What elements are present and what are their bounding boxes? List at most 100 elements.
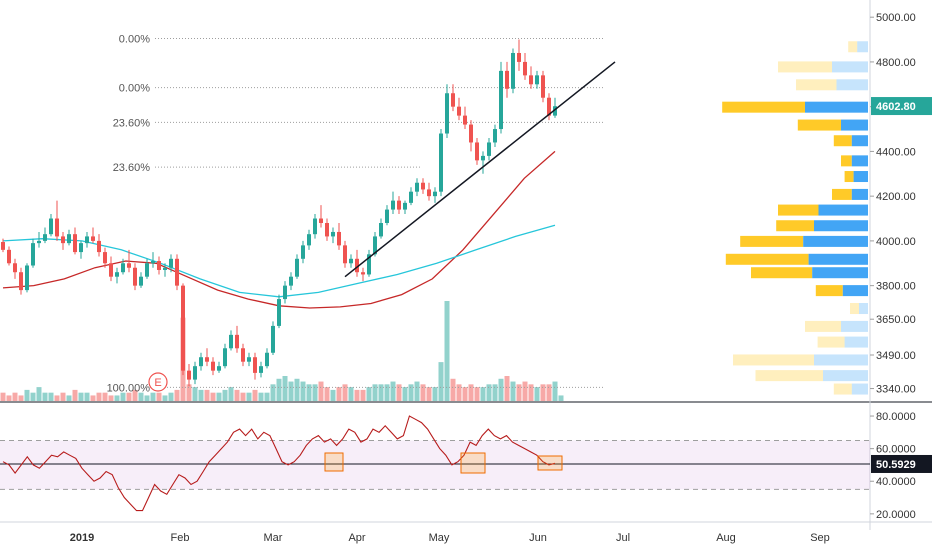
volume-bar xyxy=(60,392,66,401)
volume-bar xyxy=(132,389,138,401)
volume-profile-up xyxy=(833,135,852,147)
candle-body xyxy=(217,366,221,371)
candle-body xyxy=(463,115,467,125)
candle-body xyxy=(43,234,47,241)
volume-profile-up xyxy=(833,383,852,395)
candle xyxy=(523,52,527,80)
candle xyxy=(469,120,473,152)
candle-body xyxy=(547,97,551,116)
candle-body xyxy=(103,252,107,264)
candle-body xyxy=(7,249,11,264)
time-tick-label: 2019 xyxy=(70,532,94,544)
candle-body xyxy=(37,240,41,244)
candle-body xyxy=(319,218,323,224)
volume-profile-down xyxy=(841,119,868,131)
volume-bar xyxy=(240,392,246,401)
candle-body xyxy=(349,258,353,264)
volume-profile-down xyxy=(812,267,868,279)
volume-profile-up xyxy=(797,119,841,131)
volume-profile-down xyxy=(814,354,868,366)
candle xyxy=(541,70,545,103)
candle xyxy=(181,283,185,376)
volume-bar xyxy=(216,392,222,401)
candle xyxy=(337,223,341,250)
volume-profile-up xyxy=(755,370,823,382)
last-price-badge xyxy=(871,97,932,116)
last-price-label: 4602.80 xyxy=(876,101,916,113)
rsi-tick-label: 40.0000 xyxy=(876,476,916,488)
volume-bar xyxy=(48,392,54,401)
candle xyxy=(247,352,251,367)
candle-body xyxy=(13,263,17,273)
volume-bar xyxy=(462,387,468,401)
rsi-value-label: 50.5929 xyxy=(876,459,916,471)
price-tick-label: 4000.00 xyxy=(876,236,916,248)
volume-profile-up xyxy=(817,336,845,348)
volume-bar xyxy=(444,301,450,401)
candle-body xyxy=(397,200,401,210)
volume-profile-down xyxy=(803,235,868,247)
candle xyxy=(19,267,23,295)
volume-profile-up xyxy=(722,101,805,113)
volume-profile-down xyxy=(841,320,868,332)
candle xyxy=(61,231,65,250)
candle xyxy=(199,352,203,371)
candle-body xyxy=(421,182,425,190)
price-tick-label: 4400.00 xyxy=(876,146,916,158)
candle xyxy=(331,227,335,244)
candle-body xyxy=(247,357,251,362)
candle xyxy=(457,97,461,121)
candle-body xyxy=(379,223,383,237)
volume-bar xyxy=(336,387,342,401)
candle-body xyxy=(241,348,245,362)
candle xyxy=(385,205,389,226)
volume-bar xyxy=(438,362,444,401)
candle-body xyxy=(415,182,419,192)
candle xyxy=(433,187,437,203)
candle xyxy=(127,249,131,273)
candle-body xyxy=(55,218,59,237)
volume-bar xyxy=(288,381,294,401)
candle xyxy=(517,39,521,71)
candle-body xyxy=(385,209,389,224)
volume-bar xyxy=(192,387,198,401)
volume-bar xyxy=(156,392,162,401)
volume-bar xyxy=(96,392,102,401)
candle-body xyxy=(19,272,23,291)
candle-body xyxy=(265,352,269,367)
candle-body xyxy=(187,370,191,380)
candle xyxy=(175,254,179,291)
volume-bar xyxy=(258,392,264,401)
volume-profile-down xyxy=(844,336,868,348)
candle xyxy=(7,246,11,266)
candle-body xyxy=(211,361,215,371)
volume-profile-down xyxy=(823,370,868,382)
volume-profile-up xyxy=(751,267,813,279)
volume-profile-up xyxy=(725,253,809,265)
candle xyxy=(427,182,431,201)
candle xyxy=(49,214,53,237)
candle xyxy=(217,361,221,373)
candle xyxy=(271,321,275,355)
candle-body xyxy=(277,299,281,326)
volume-profile-up xyxy=(778,204,819,216)
volume-profile-up xyxy=(733,354,814,366)
candle-body xyxy=(115,272,119,277)
volume-profile-row xyxy=(805,320,868,332)
volume-bar xyxy=(486,384,492,401)
volume-profile-down xyxy=(859,303,868,315)
candle xyxy=(343,240,347,268)
rsi-highlight-box xyxy=(460,452,486,474)
candle-body xyxy=(289,276,293,286)
price-tick-label: 3800.00 xyxy=(876,281,916,293)
earnings-marker-circle xyxy=(148,372,168,392)
rsi-highlight-box xyxy=(537,455,563,471)
volume-bar xyxy=(24,389,30,401)
earnings-marker-label: E xyxy=(154,377,161,389)
candle xyxy=(481,151,485,174)
time-tick-label: Feb xyxy=(171,532,190,544)
candle xyxy=(529,66,533,89)
candle-body xyxy=(343,245,347,264)
candle-body xyxy=(61,236,65,244)
